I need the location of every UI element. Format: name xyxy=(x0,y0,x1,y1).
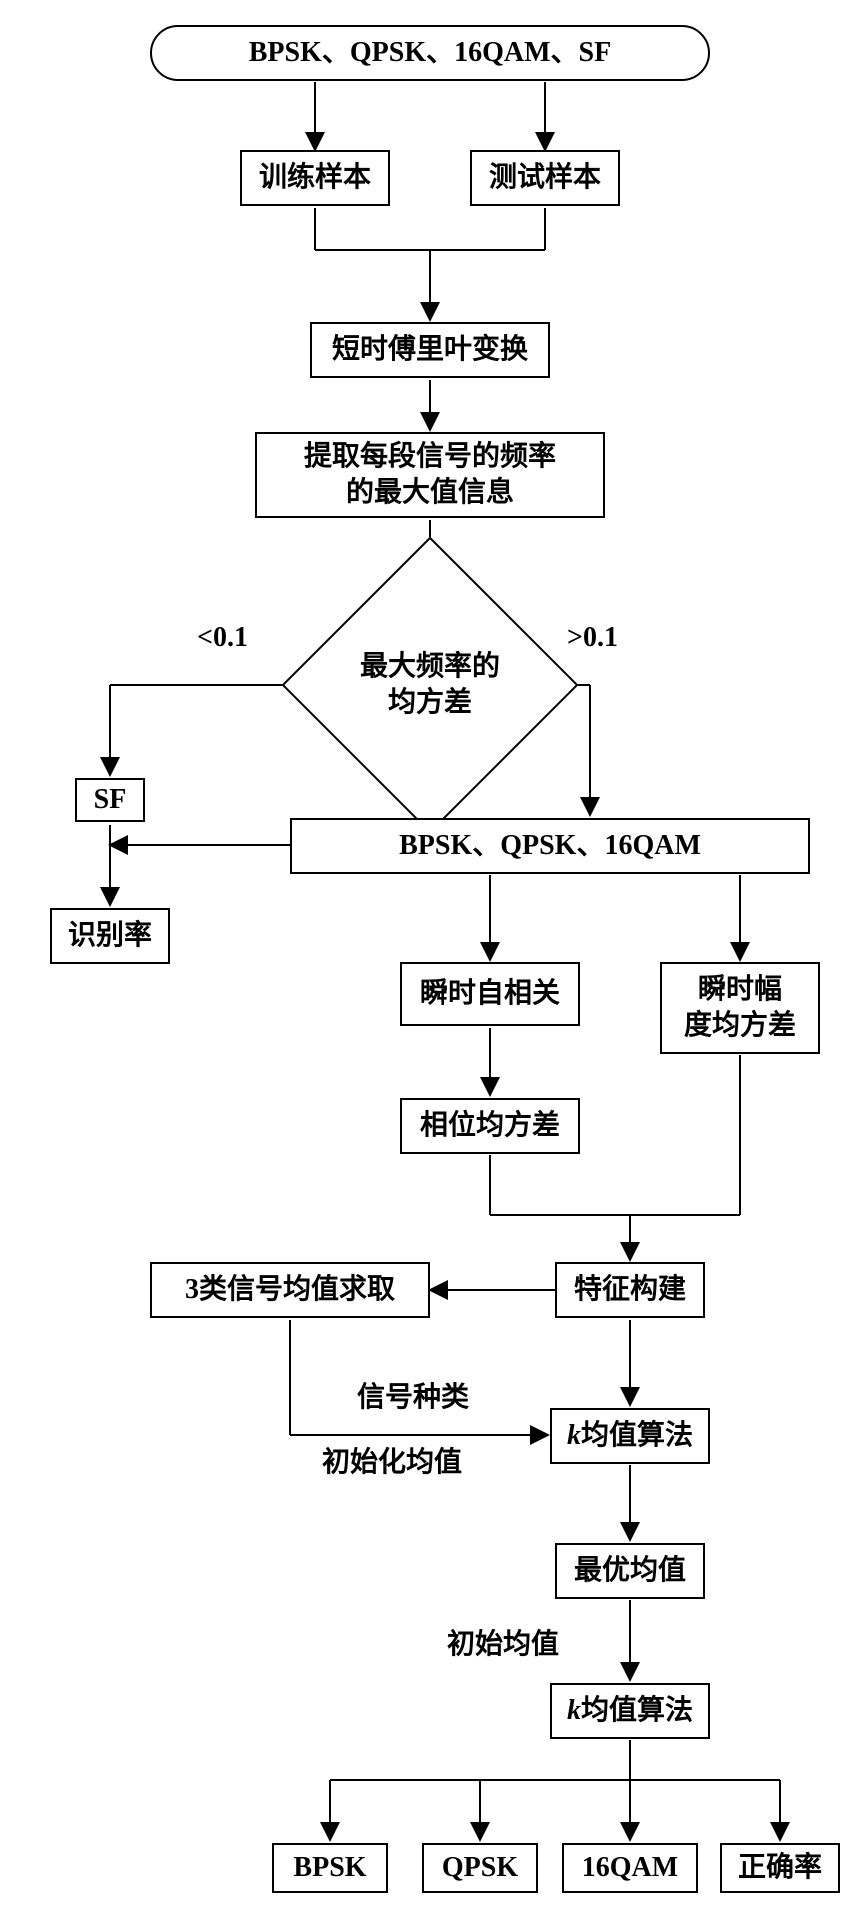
dec-left-label: <0.1 xyxy=(195,622,250,654)
rate-left-node: 识别率 xyxy=(50,908,170,964)
autocorr-node: 瞬时自相关 xyxy=(400,962,580,1026)
feature-node: 特征构建 xyxy=(555,1262,705,1318)
kmeans1-node: kk均值算法均值算法 xyxy=(550,1408,710,1464)
test-node: 测试样本 xyxy=(470,150,620,206)
opt-mean-node: 最优均值 xyxy=(555,1543,705,1599)
accuracy-node: 正确率 xyxy=(720,1843,840,1893)
phase-var-node: 相位均方差 xyxy=(400,1098,580,1154)
mean3-node: 3类信号均值求取 xyxy=(150,1262,430,1318)
signal-kind-label: 信号种类 xyxy=(355,1375,471,1415)
start-node: BPSK、QPSK、16QAM、SF xyxy=(150,25,710,81)
init-mean1-label: 初始化均值 xyxy=(320,1440,464,1480)
amp-var-node: 瞬时幅 度均方差 xyxy=(660,962,820,1054)
decision-label: 最大频率的 均方差 xyxy=(360,649,500,722)
bpsk-node: BPSK xyxy=(272,1843,388,1893)
qam16-node: 16QAM xyxy=(562,1843,698,1893)
stft-node: 短时傅里叶变换 xyxy=(310,322,550,378)
qpsk-node: QPSK xyxy=(422,1843,538,1893)
init-mean2-label: 初始均值 xyxy=(445,1622,561,1662)
group3-node: BPSK、QPSK、16QAM xyxy=(290,818,810,874)
extract-node: 提取每段信号的频率 的最大值信息 xyxy=(255,432,605,518)
sf-node: SF xyxy=(75,778,145,822)
train-node: 训练样本 xyxy=(240,150,390,206)
decision-node: 最大频率的 均方差 xyxy=(325,580,535,790)
kmeans2-node: kk均值算法均值算法 xyxy=(550,1683,710,1739)
dec-right-label: >0.1 xyxy=(565,622,620,654)
